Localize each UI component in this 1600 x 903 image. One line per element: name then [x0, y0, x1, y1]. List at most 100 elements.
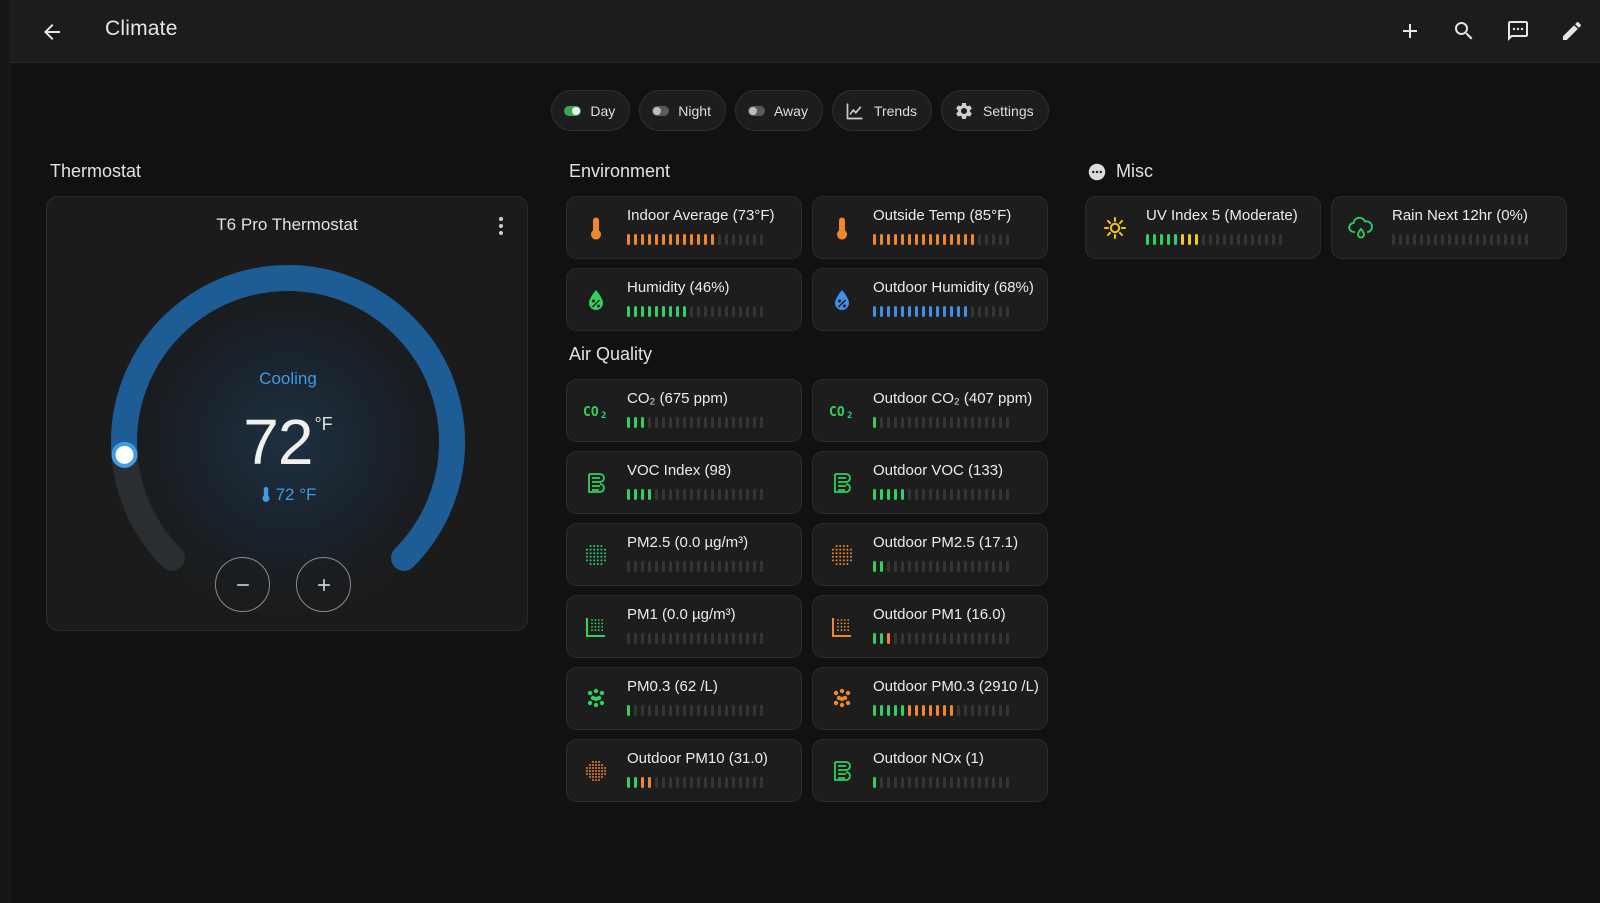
level-segment: [964, 777, 967, 788]
level-segment: [648, 234, 651, 245]
level-segment: [739, 417, 742, 428]
level-segment: [887, 489, 890, 500]
level-segment: [627, 705, 630, 716]
level-segment: [1006, 561, 1009, 572]
search-button[interactable]: [1448, 15, 1480, 47]
edit-button[interactable]: [1556, 15, 1588, 47]
pm10-icon: [583, 758, 609, 784]
page-title: Climate: [105, 17, 178, 40]
level-segment: [894, 306, 897, 317]
chip-trends[interactable]: Trends: [831, 90, 933, 131]
level-segment: [634, 561, 637, 572]
sensor-tile[interactable]: Outdoor Humidity (68%): [812, 268, 1048, 331]
increase-button[interactable]: [296, 557, 351, 612]
level-segment: [950, 306, 953, 317]
level-segment: [873, 306, 876, 317]
level-segment: [880, 777, 883, 788]
sensor-tile[interactable]: Indoor Average (73°F): [566, 196, 802, 259]
sensor-tile[interactable]: Outdoor PM2.5 (17.1): [812, 523, 1048, 586]
level-segment: [718, 777, 721, 788]
sensor-tile[interactable]: PM2.5 (0.0 µg/m³): [566, 523, 802, 586]
more-options-button[interactable]: [491, 213, 511, 239]
level-segment: [894, 633, 897, 644]
level-segment: [992, 234, 995, 245]
level-segment: [725, 561, 728, 572]
level-segment: [971, 489, 974, 500]
sensor-tile[interactable]: CO 2 Outdoor CO₂ (407 ppm): [812, 379, 1048, 442]
pm25-icon: [583, 542, 609, 568]
level-bar: [627, 417, 763, 428]
level-bar: [627, 489, 763, 500]
level-segment: [718, 417, 721, 428]
level-segment: [1406, 234, 1409, 245]
level-segment: [711, 234, 714, 245]
level-segment: [662, 561, 665, 572]
level-segment: [880, 633, 883, 644]
level-segment: [634, 633, 637, 644]
sensor-name: Outdoor PM1 (16.0): [873, 606, 1006, 623]
sensor-tile[interactable]: UV Index 5 (Moderate): [1085, 196, 1321, 259]
sensor-tile[interactable]: VOC Index (98): [566, 451, 802, 514]
level-segment: [943, 234, 946, 245]
add-button[interactable]: [1394, 15, 1426, 47]
level-segment: [901, 489, 904, 500]
level-segment: [880, 561, 883, 572]
trend-chart-icon: [846, 103, 863, 119]
decrease-button[interactable]: [215, 557, 270, 612]
sensor-tile[interactable]: PM0.3 (62 /L): [566, 667, 802, 730]
pm1-icon: [583, 614, 609, 640]
chip-settings[interactable]: Settings: [941, 90, 1049, 131]
level-segment: [641, 234, 644, 245]
sensor-tile[interactable]: Outdoor PM1 (16.0): [812, 595, 1048, 658]
level-segment: [1504, 234, 1507, 245]
level-segment: [627, 561, 630, 572]
assist-button[interactable]: [1502, 15, 1534, 47]
level-segment: [662, 705, 665, 716]
level-segment: [971, 234, 974, 245]
level-segment: [1476, 234, 1479, 245]
level-segment: [999, 633, 1002, 644]
sensor-tile[interactable]: CO 2 CO₂ (675 ppm): [566, 379, 802, 442]
level-segment: [641, 489, 644, 500]
dial-handle[interactable]: [111, 441, 138, 468]
sensor-name: VOC Index (98): [627, 462, 732, 479]
level-segment: [676, 705, 679, 716]
level-segment: [1153, 234, 1156, 245]
level-segment: [760, 417, 763, 428]
sensor-tile[interactable]: Outdoor PM10 (31.0): [566, 739, 802, 802]
level-segment: [704, 417, 707, 428]
level-segment: [999, 234, 1002, 245]
sensor-tile[interactable]: Rain Next 12hr (0%): [1331, 196, 1567, 259]
level-segment: [964, 417, 967, 428]
voc-icon: [583, 470, 609, 496]
level-segment: [1392, 234, 1395, 245]
level-segment: [908, 306, 911, 317]
level-segment: [697, 417, 700, 428]
chip-away[interactable]: Away: [734, 90, 823, 131]
level-segment: [992, 561, 995, 572]
sensor-tile[interactable]: Outside Temp (85°F): [812, 196, 1048, 259]
level-segment: [704, 561, 707, 572]
level-segment: [732, 705, 735, 716]
plus-icon: [317, 578, 330, 591]
level-segment: [887, 777, 890, 788]
thermostat-dial[interactable]: [47, 197, 528, 631]
svg-text:2: 2: [847, 411, 852, 420]
level-segment: [669, 705, 672, 716]
level-segment: [964, 633, 967, 644]
level-segment: [943, 705, 946, 716]
sensor-tile[interactable]: Outdoor NOx (1): [812, 739, 1048, 802]
level-segment: [873, 777, 876, 788]
chip-day[interactable]: Day: [551, 90, 631, 131]
level-segment: [971, 417, 974, 428]
sensor-tile[interactable]: PM1 (0.0 µg/m³): [566, 595, 802, 658]
back-button[interactable]: [36, 16, 68, 48]
sensor-tile[interactable]: Outdoor VOC (133): [812, 451, 1048, 514]
chip-night[interactable]: Night: [639, 90, 726, 131]
level-segment: [936, 777, 939, 788]
level-segment: [648, 489, 651, 500]
sensor-tile[interactable]: Outdoor PM0.3 (2910 /L): [812, 667, 1048, 730]
sensor-tile[interactable]: Humidity (46%): [566, 268, 802, 331]
sensor-name: Outdoor CO₂ (407 ppm): [873, 390, 1033, 407]
chip-label: Trends: [873, 102, 918, 119]
